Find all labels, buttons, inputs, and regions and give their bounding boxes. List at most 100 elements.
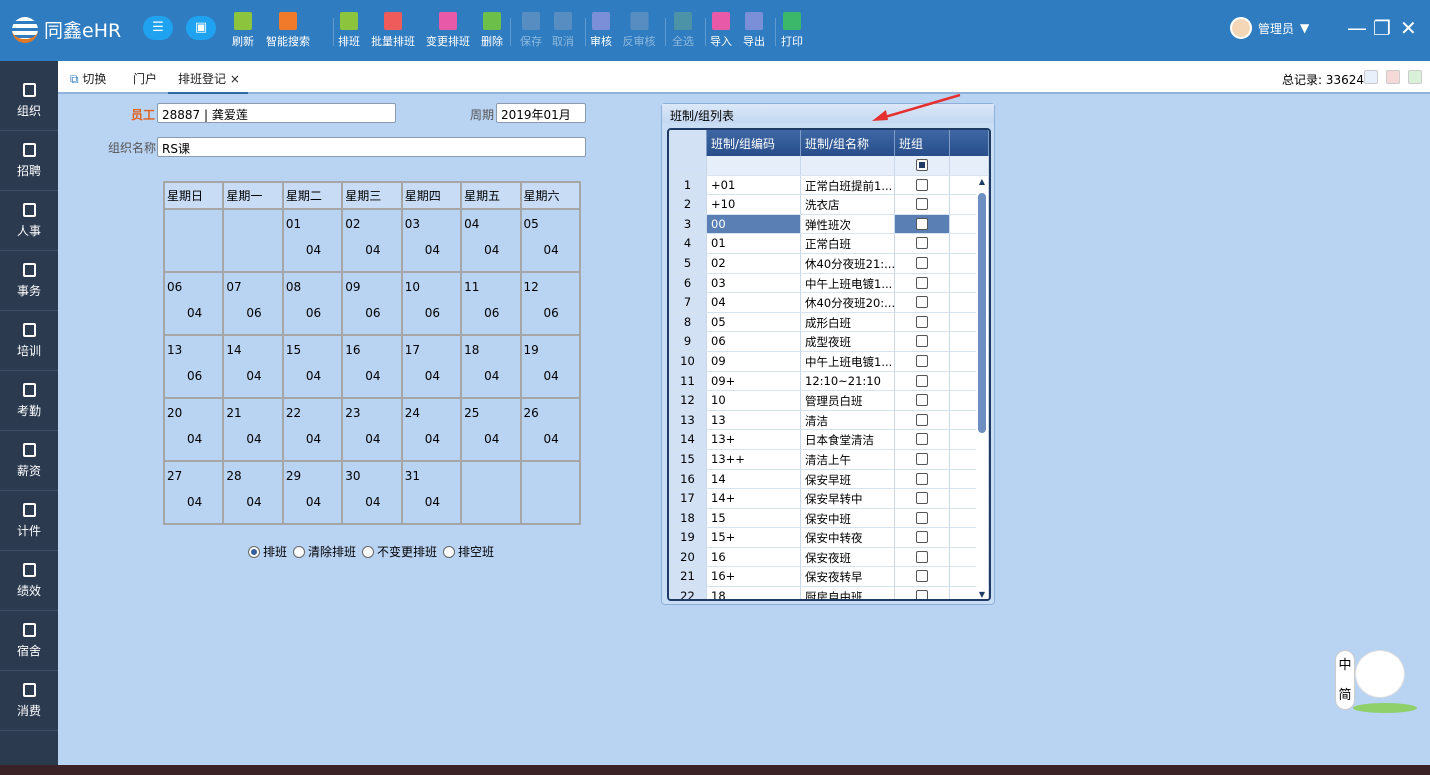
group-checkbox[interactable] (916, 531, 928, 544)
close-window-button[interactable]: ✕ (1400, 16, 1417, 40)
folder-settings-icon[interactable]: ▣ (186, 16, 216, 40)
confirm-icon[interactable] (1386, 70, 1400, 84)
refresh-button[interactable]: 刷新 (232, 12, 254, 49)
group-checkbox[interactable] (916, 276, 928, 289)
user-menu[interactable]: 管理员 ▼ (1230, 17, 1309, 39)
radio-button[interactable] (293, 545, 306, 558)
calendar-day-cell[interactable]: 16 04 (341, 334, 403, 399)
table-row[interactable]: 20 16 保安夜班 (669, 547, 989, 568)
edit-button[interactable]: 变更排班 (426, 12, 470, 49)
tab-portal[interactable]: 门户 (133, 72, 158, 86)
mode-radio-2[interactable]: 不变更排班 (362, 543, 437, 560)
calendar-day-cell[interactable] (460, 460, 522, 525)
mode-radio-3[interactable]: 排空班 (443, 543, 494, 560)
group-checkbox[interactable] (916, 178, 928, 191)
group-checkbox[interactable] (916, 394, 928, 407)
table-row[interactable]: 13 13 清洁 (669, 410, 989, 431)
sidebar-item-8[interactable]: 绩效 (0, 551, 58, 611)
sidebar-item-10[interactable]: 消费 (0, 671, 58, 731)
calendar-day-cell[interactable]: 19 04 (519, 334, 582, 399)
mode-radio-0[interactable]: 排班 (248, 543, 287, 560)
calendar-day-cell[interactable]: 21 04 (222, 397, 284, 462)
calendar-day-cell[interactable]: 18 04 (460, 334, 522, 399)
calendar-day-cell[interactable]: 04 04 (460, 208, 522, 273)
plus-button[interactable]: 排班 (338, 12, 360, 49)
sidebar-item-4[interactable]: 培训 (0, 311, 58, 371)
table-row[interactable]: 8 05 成形白班 (669, 312, 989, 333)
calendar-day-cell[interactable]: 09 06 (341, 271, 403, 336)
group-checkbox[interactable] (916, 315, 928, 328)
unapprove-button[interactable]: 反审核 (623, 12, 656, 49)
table-row[interactable]: 11 09+ 12:10~21:10 (669, 371, 989, 392)
tab-schedule[interactable]: 排班登记 × (168, 70, 248, 94)
sidebar-item-1[interactable]: 招聘 (0, 131, 58, 191)
delete-button[interactable]: 删除 (481, 12, 503, 49)
calendar-day-cell[interactable] (222, 208, 284, 273)
table-row[interactable]: 21 16+ 保安夜转早 (669, 567, 989, 588)
calendar-day-cell[interactable]: 06 04 (162, 271, 225, 336)
calendar-day-cell[interactable]: 15 04 (281, 334, 344, 399)
table-row[interactable]: 9 06 成型夜班 (669, 332, 989, 352)
filter-button[interactable]: 智能搜索 (266, 12, 310, 49)
table-row[interactable]: 6 03 中午上班电镀1... (669, 273, 989, 294)
select-all-button[interactable]: 全选 (672, 12, 694, 49)
calendar-day-cell[interactable]: 28 04 (222, 460, 284, 525)
calendar-day-cell[interactable]: 13 06 (162, 334, 225, 399)
calendar-day-cell[interactable]: 14 04 (222, 334, 284, 399)
calendar-day-cell[interactable]: 05 04 (519, 208, 582, 273)
save-button[interactable]: 保存 (520, 12, 542, 49)
group-checkbox[interactable] (916, 354, 928, 367)
org-field[interactable]: RS课 (157, 137, 586, 157)
table-row[interactable]: 16 14 保安早班 (669, 469, 989, 490)
import-button[interactable]: 导入 (710, 12, 732, 49)
calendar-day-cell[interactable]: 11 06 (460, 271, 522, 336)
approve-button[interactable]: 审核 (590, 12, 612, 49)
group-checkbox[interactable] (916, 335, 928, 348)
group-checkbox[interactable] (916, 472, 928, 485)
sidebar-item-7[interactable]: 计件 (0, 491, 58, 551)
mode-radio-1[interactable]: 清除排班 (293, 543, 356, 560)
table-row[interactable]: 12 10 管理员白班 (669, 391, 989, 411)
calendar-day-cell[interactable]: 17 04 (400, 334, 463, 399)
group-checkbox[interactable] (916, 256, 928, 269)
tab-switch[interactable]: ⧉ 切换 (70, 70, 106, 87)
table-row[interactable]: 19 15+ 保安中转夜 (669, 528, 989, 548)
calendar-day-cell[interactable]: 07 06 (222, 271, 284, 336)
col-name[interactable]: 班制/组名称 (801, 130, 895, 156)
settings-icon[interactable] (1364, 70, 1378, 84)
calendar-day-cell[interactable]: 20 04 (162, 397, 225, 462)
group-checkbox[interactable] (916, 433, 928, 446)
calendar-day-cell[interactable]: 29 04 (281, 460, 344, 525)
calendar-day-cell[interactable]: 02 04 (341, 208, 403, 273)
table-row[interactable]: 14 13+ 日本食堂清洁 (669, 430, 989, 450)
cancel-button[interactable]: 取消 (552, 12, 574, 49)
maximize-button[interactable]: ❐ (1373, 16, 1391, 40)
calendar-day-cell[interactable]: 12 06 (519, 271, 582, 336)
col-group[interactable]: 班组 (895, 130, 950, 156)
calendar-day-cell[interactable]: 22 04 (281, 397, 344, 462)
calendar-day-cell[interactable]: 25 04 (460, 397, 522, 462)
select-all-checkbox[interactable] (916, 159, 928, 171)
period-field[interactable]: 2019年01月 (496, 103, 586, 123)
calendar-day-cell[interactable]: 27 04 (162, 460, 225, 525)
table-row[interactable]: 17 14+ 保安早转中 (669, 489, 989, 509)
group-checkbox[interactable] (916, 550, 928, 563)
calendar-day-cell[interactable]: 23 04 (341, 397, 403, 462)
sidebar-item-6[interactable]: 薪资 (0, 431, 58, 491)
calendar-day-cell[interactable]: 24 04 (400, 397, 463, 462)
table-row[interactable]: 2 +10 洗衣店 (669, 195, 989, 215)
calendar-day-cell[interactable]: 30 04 (341, 460, 403, 525)
batch-button[interactable]: 批量排班 (371, 12, 415, 49)
calendar-day-cell[interactable] (519, 460, 582, 525)
table-row[interactable]: 22 18 厨房自由班 (669, 587, 989, 599)
sidebar-item-2[interactable]: 人事 (0, 191, 58, 251)
radio-button[interactable] (362, 545, 375, 558)
group-checkbox[interactable] (916, 198, 928, 211)
table-row[interactable]: 15 13++ 清洁上午 (669, 449, 989, 470)
table-row[interactable]: 7 04 休40分夜班20:... (669, 293, 989, 313)
col-code[interactable]: 班制/组编码 (707, 130, 801, 156)
group-checkbox[interactable] (916, 590, 928, 599)
print-button[interactable]: 打印 (781, 12, 803, 49)
calendar-day-cell[interactable]: 10 06 (400, 271, 463, 336)
table-row[interactable]: 4 01 正常白班 (669, 234, 989, 254)
